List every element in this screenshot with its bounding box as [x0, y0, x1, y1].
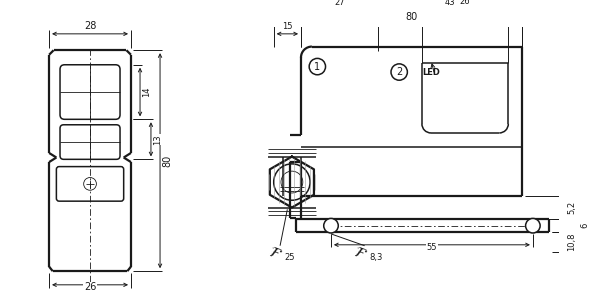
- Text: 10,8: 10,8: [567, 233, 576, 251]
- Text: $\mathcal{F}$: $\mathcal{F}$: [267, 244, 284, 262]
- Text: 13: 13: [153, 134, 162, 145]
- Text: 43: 43: [445, 0, 455, 8]
- Text: 55: 55: [426, 243, 437, 252]
- Circle shape: [323, 218, 338, 233]
- Text: 8,3: 8,3: [369, 253, 383, 262]
- Text: 14: 14: [142, 87, 151, 97]
- Text: LED: LED: [422, 68, 440, 77]
- Text: 1: 1: [314, 62, 320, 72]
- Text: 26: 26: [460, 0, 470, 6]
- Text: 27: 27: [334, 0, 345, 8]
- Circle shape: [391, 64, 407, 80]
- Text: 26: 26: [84, 282, 96, 292]
- Text: 15: 15: [282, 22, 292, 31]
- Text: 2: 2: [396, 67, 403, 77]
- Circle shape: [525, 218, 540, 233]
- Text: 6: 6: [580, 223, 589, 228]
- Text: 5,2: 5,2: [567, 201, 576, 214]
- Text: 80: 80: [163, 155, 173, 167]
- Circle shape: [309, 58, 325, 75]
- Text: 25: 25: [285, 253, 295, 262]
- Text: 28: 28: [84, 21, 96, 31]
- Text: 80: 80: [406, 12, 418, 22]
- Text: $\mathcal{F}$: $\mathcal{F}$: [352, 244, 368, 262]
